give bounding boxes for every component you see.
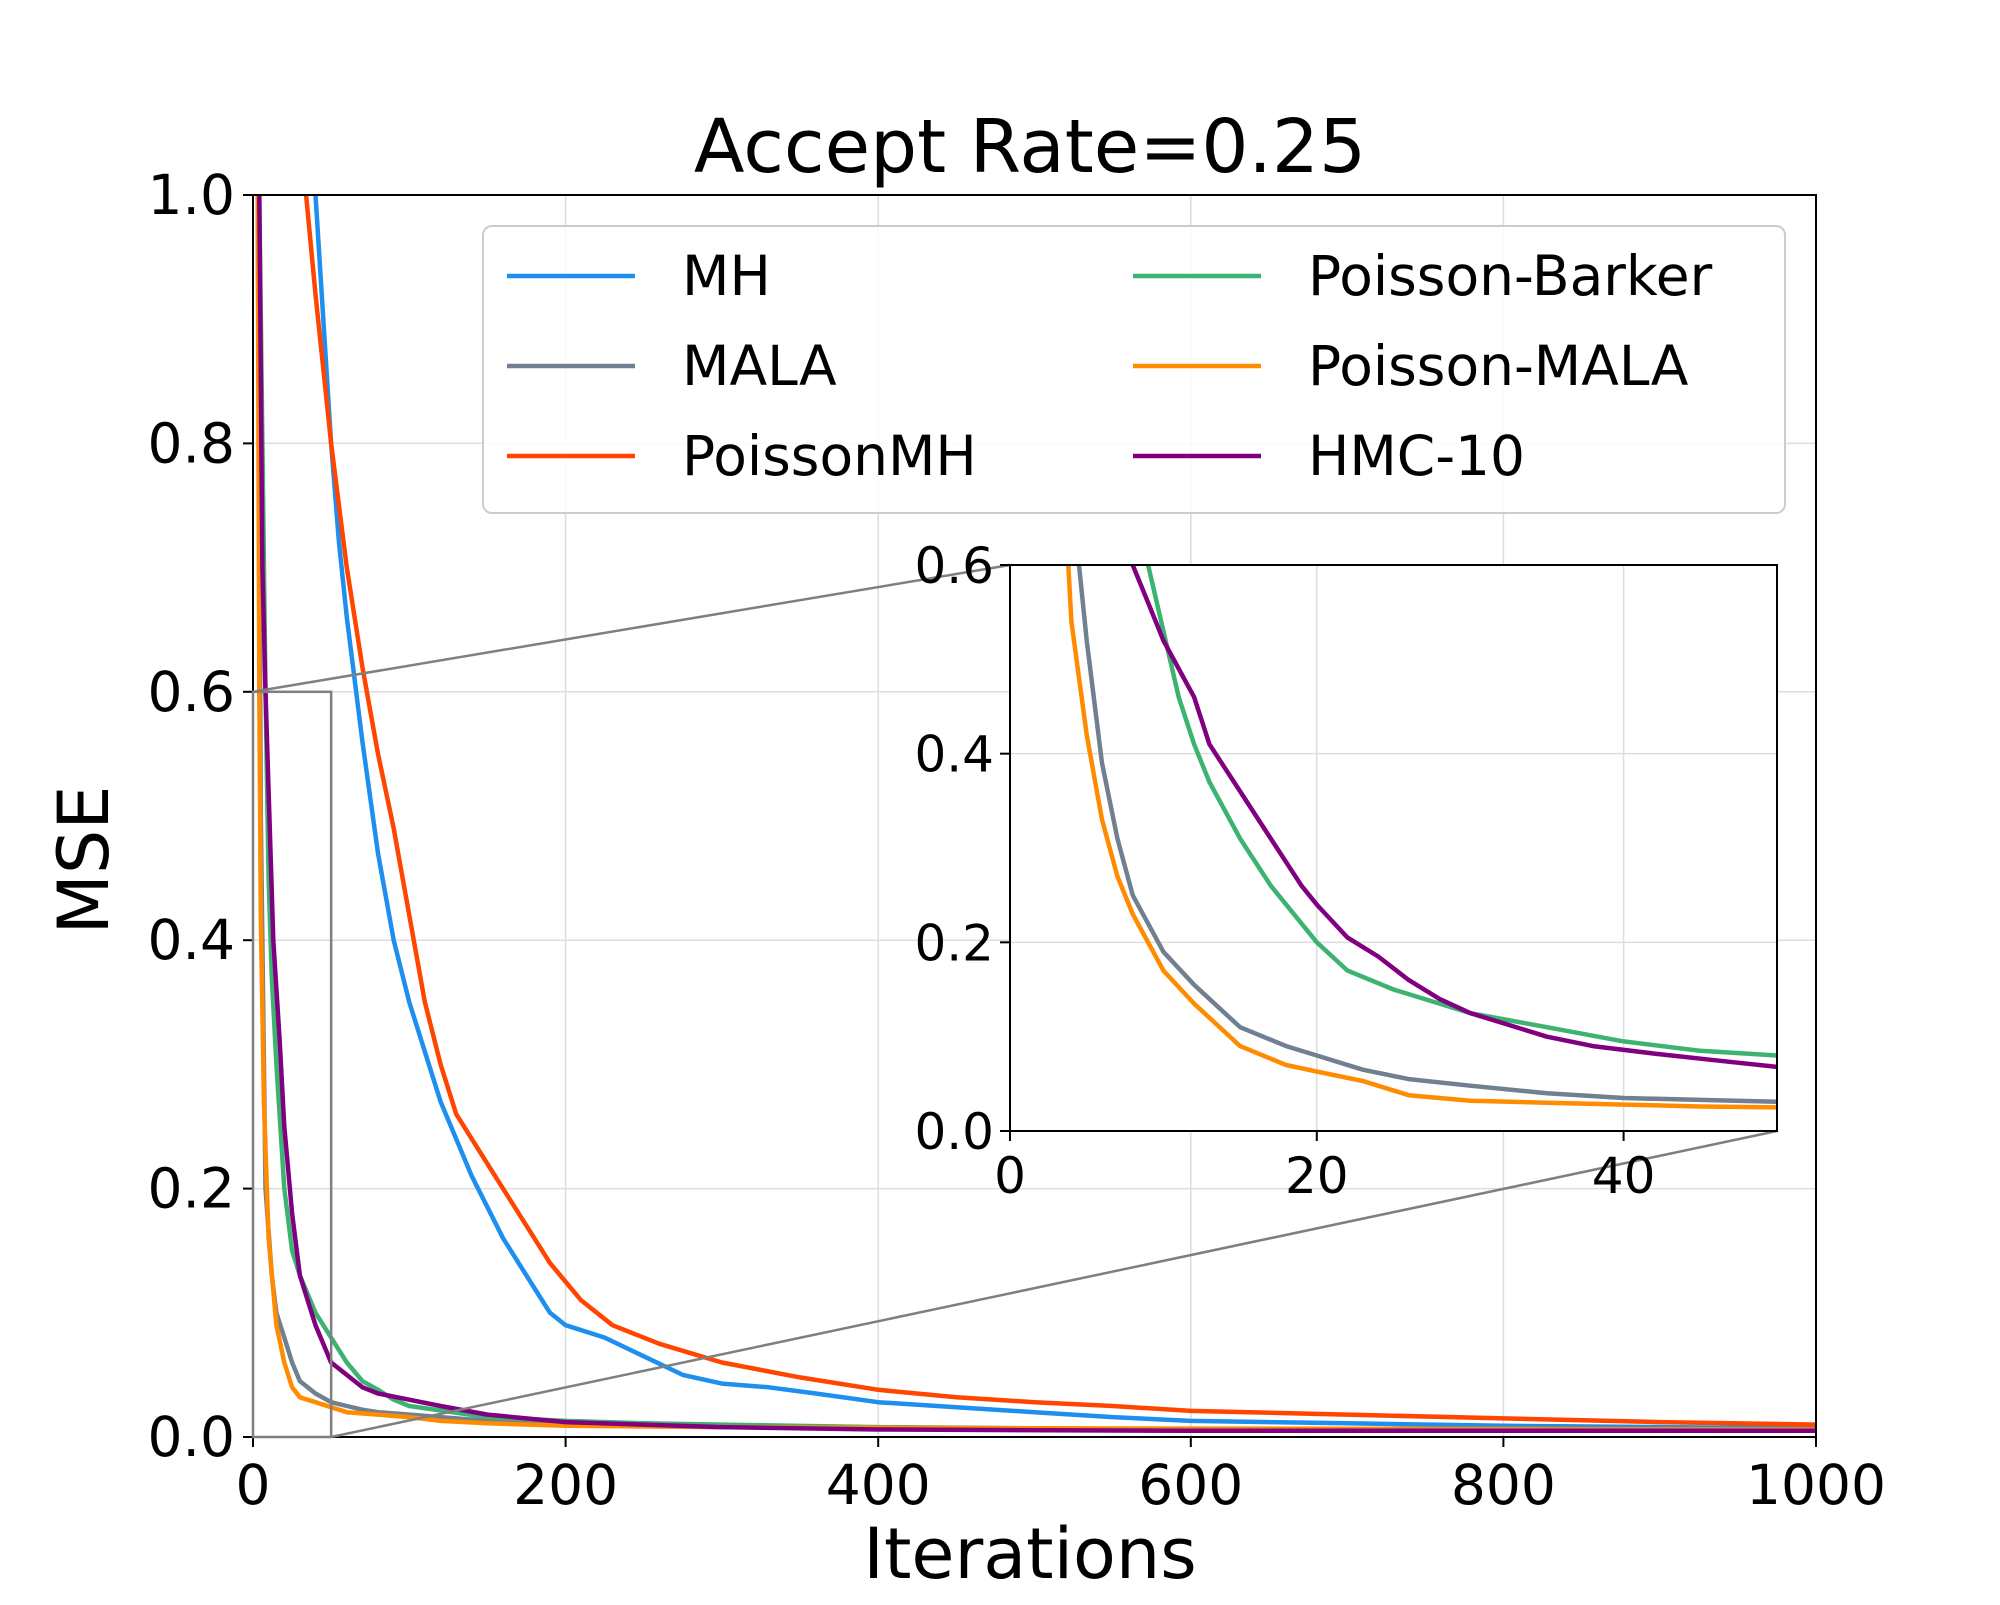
legend-label: HMC-10: [1308, 424, 1525, 488]
chart-title: Accept Rate=0.25: [694, 104, 1366, 190]
inset-series-lines: [1066, 565, 1777, 1110]
inset-series-line-mala: [1076, 565, 1777, 1105]
legend-item-poisson-mala: Poisson-MALA: [1133, 334, 1689, 398]
y-tick-label: 0.2: [148, 1157, 235, 1221]
inset-background: [1010, 565, 1777, 1131]
inset-series-line-poisson-barker: [1145, 565, 1777, 1058]
x-tick-label: 0: [236, 1453, 271, 1517]
y-tick-label: 0.6: [148, 660, 235, 724]
y-axis-title: MSE: [43, 785, 125, 934]
series-line-poissonmh: [303, 195, 1816, 1427]
y-tick-label: 0.8: [148, 411, 235, 475]
x-tick-label: 800: [1451, 1453, 1556, 1517]
legend-label: Poisson-MALA: [1308, 334, 1689, 398]
inset-x-tick-label: 40: [1592, 1147, 1656, 1205]
inset-y-tick-label: 0.6: [914, 537, 994, 595]
legend-label: MH: [682, 244, 771, 308]
series-line-poisson-mala: [255, 195, 1816, 1432]
zoom-region-box: [251, 690, 333, 1439]
inset-y-tick-label: 0.4: [914, 726, 994, 784]
x-tick-label: 400: [826, 1453, 931, 1517]
legend-item-poissonmh: PoissonMH: [507, 424, 977, 488]
series-line-hmc-10: [257, 195, 1816, 1434]
inset-y-tick-label: 0.0: [914, 1103, 994, 1161]
inset-x-tick-label: 0: [994, 1147, 1026, 1205]
legend: MH MALA PoissonMH Poisson-Barker Poisson-MAL…: [482, 225, 1786, 514]
inset-y-tick-label: 0.2: [914, 914, 994, 972]
legend-label: Poisson-Barker: [1308, 244, 1713, 308]
y-tick-label: 1.0: [148, 163, 235, 227]
inset-series-line-poisson-mala: [1066, 565, 1777, 1110]
series-lines: [255, 195, 1816, 1434]
x-tick-label: 1000: [1746, 1453, 1886, 1517]
zoom-connector-bottom: [330, 1129, 1778, 1439]
legend-label: PoissonMH: [682, 424, 977, 488]
x-axis-title: Iterations: [863, 1513, 1196, 1595]
legend-label: MALA: [682, 334, 837, 398]
y-tick-label: 0.0: [148, 1405, 235, 1469]
legend-item-poisson-barker: Poisson-Barker: [1133, 244, 1713, 308]
legend-item-mh: MH: [507, 244, 771, 308]
x-tick-label: 200: [513, 1453, 618, 1517]
zoom-connector-top: [252, 563, 1011, 694]
legend-box: [482, 225, 1786, 514]
x-tick-label: 600: [1138, 1453, 1243, 1517]
legend-item-hmc-10: HMC-10: [1133, 424, 1525, 488]
series-line-mh: [313, 195, 1816, 1431]
y-tick-label: 0.4: [148, 908, 235, 972]
inset-x-tick-label: 20: [1285, 1147, 1349, 1205]
zoom-guides: [251, 563, 1778, 1439]
inset-plot-area: 0 20 40 0.0 0.2 0.4 0.6: [914, 537, 1778, 1205]
inset-series-line-hmc-10: [1130, 565, 1777, 1070]
legend-item-mala: MALA: [507, 334, 837, 398]
inset-frame: [1009, 564, 1778, 1132]
